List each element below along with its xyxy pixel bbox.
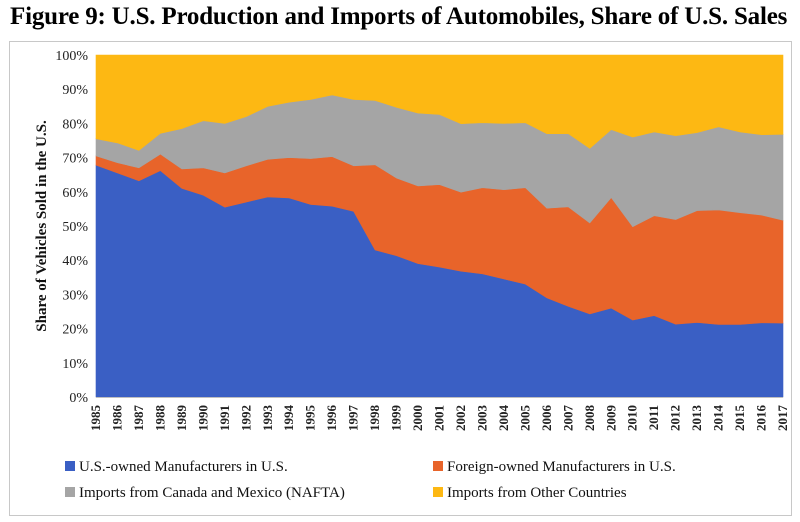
x-tick-label: 1995 [303, 405, 318, 432]
x-tick-label: 2004 [496, 405, 511, 432]
x-tick-label: 2001 [432, 405, 447, 431]
x-tick-label: 1989 [174, 405, 189, 432]
legend-label: Foreign-owned Manufacturers in U.S. [447, 459, 676, 475]
chart-frame [9, 41, 792, 516]
y-tick-label: 10% [62, 357, 88, 372]
x-tick-label: 1987 [131, 405, 146, 432]
x-tick-label: 1993 [260, 405, 275, 432]
x-tick-label: 2009 [603, 405, 618, 432]
x-tick-label: 2012 [668, 405, 683, 431]
y-tick-label: 100% [55, 49, 88, 64]
x-tick-label: 2008 [582, 405, 597, 432]
legend-swatch [433, 487, 443, 497]
x-tick-label: 2014 [711, 405, 726, 432]
y-axis-ticks: 0% 10% 20% 30% 40% 50% 60% 70% 80% 90% 100% [55, 49, 88, 406]
x-tick-label: 1996 [324, 405, 339, 432]
y-tick-label: 0% [69, 391, 88, 406]
x-tick-label: 2002 [453, 405, 468, 431]
legend-label: Imports from Canada and Mexico (NAFTA) [79, 485, 345, 501]
x-tick-label: 2000 [410, 405, 425, 431]
y-tick-label: 50% [62, 220, 88, 235]
y-tick-label: 80% [62, 117, 88, 132]
x-tick-label: 1985 [88, 405, 103, 432]
x-axis-ticks: 1985 1986 1987 1988 1989 1990 1991 1992 1993 1994… [88, 405, 790, 432]
chart-title: Figure 9: U.S. Production and Imports of… [10, 3, 788, 30]
x-tick-label: 1990 [195, 405, 210, 431]
x-tick-label: 2016 [754, 405, 769, 432]
legend-swatch [65, 487, 75, 497]
y-tick-label: 70% [62, 152, 88, 167]
y-tick-label: 90% [62, 83, 88, 98]
legend-label: Imports from Other Countries [447, 485, 627, 501]
x-tick-label: 1988 [152, 405, 167, 432]
x-tick-label: 1999 [389, 405, 404, 432]
y-tick-label: 30% [62, 288, 88, 303]
x-tick-label: 1997 [346, 405, 361, 432]
legend-swatch [65, 461, 75, 471]
x-tick-label: 1986 [109, 405, 124, 432]
x-tick-label: 1998 [367, 405, 382, 432]
x-tick-label: 2013 [689, 405, 704, 432]
legend-swatch [433, 461, 443, 471]
x-tick-label: 2010 [625, 405, 640, 431]
x-tick-label: 2011 [646, 405, 661, 430]
x-tick-label: 2007 [560, 405, 575, 432]
x-tick-label: 1994 [281, 405, 296, 432]
y-tick-label: 60% [62, 186, 88, 201]
area-series-4 [95, 54, 784, 151]
x-tick-label: 2006 [539, 405, 554, 432]
y-tick-label: 20% [62, 323, 88, 338]
y-axis-label: Share of Vehicles Sold in the U.S. [34, 120, 50, 332]
x-tick-label: 1992 [238, 405, 253, 431]
x-tick-label: 2005 [517, 405, 532, 432]
x-tick-label: 2015 [732, 405, 747, 432]
legend: U.S.-owned Manufacturers in U.S. Foreign-… [65, 459, 676, 501]
legend-label: U.S.-owned Manufacturers in U.S. [79, 459, 288, 475]
x-tick-label: 1991 [217, 405, 232, 431]
y-tick-label: 40% [62, 254, 88, 269]
area-layer [95, 54, 784, 398]
x-tick-label: 2003 [474, 405, 489, 432]
x-tick-label: 2017 [775, 405, 790, 432]
